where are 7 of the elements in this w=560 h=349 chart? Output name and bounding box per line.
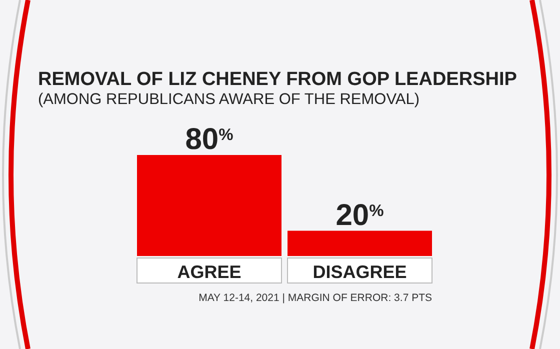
x-tick-label: AGREE: [177, 262, 242, 282]
x-tick-label: DISAGREE: [312, 262, 407, 282]
chart-subtitle: (AMONG REPUBLICANS AWARE OF THE REMOVAL): [38, 91, 420, 108]
chart-title: REMOVAL OF LIZ CHENEY FROM GOP LEADERSHIP: [38, 69, 518, 90]
data-label: 20$^{%}$: [336, 198, 384, 232]
text: MAY 12-14, 2021 | MARGIN OF ERROR: 3.7 PTS: [198, 292, 432, 304]
data-label: 80$^{%}$: [185, 123, 234, 156]
